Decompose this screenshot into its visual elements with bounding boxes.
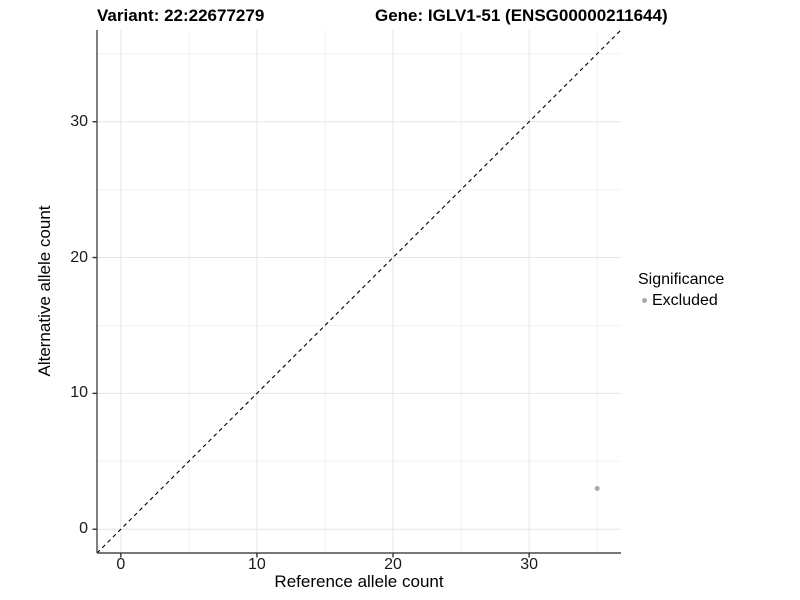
x-tick-label: 30	[520, 556, 539, 573]
y-tick-label: 0	[79, 520, 88, 538]
data-point	[594, 485, 600, 491]
x-tick-label: 0	[116, 556, 126, 573]
legend: Significance Excluded	[638, 270, 796, 310]
identity-line	[96, 29, 622, 554]
legend-title: Significance	[638, 271, 725, 288]
y-tick-label: 30	[70, 112, 88, 130]
x-axis-title: Reference allele count	[274, 572, 444, 591]
legend-item-excluded: Excluded	[638, 291, 796, 310]
excluded-point-icon	[642, 298, 647, 303]
x-tick-label: 20	[384, 556, 402, 573]
legend-item-label: Excluded	[652, 292, 718, 309]
y-tick-label: 20	[70, 248, 88, 266]
x-tick-label: 10	[248, 556, 266, 573]
gene-title: Gene: IGLV1-51 (ENSG00000211644)	[375, 6, 668, 25]
y-tick-label: 10	[70, 384, 88, 402]
y-axis-title: Alternative allele count	[35, 205, 54, 377]
variant-title: Variant: 22:22677279	[97, 6, 265, 25]
